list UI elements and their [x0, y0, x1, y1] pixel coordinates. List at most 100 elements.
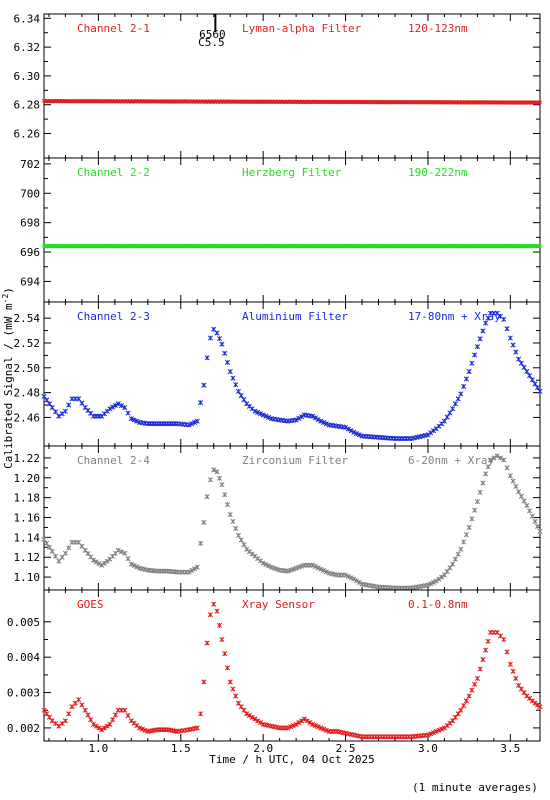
data-point [271, 565, 277, 571]
data-point [348, 428, 354, 434]
data-point [477, 666, 483, 672]
data-point [463, 698, 469, 704]
data-point [252, 408, 258, 414]
band-label: 6-20nm + Xray [408, 454, 494, 467]
ytick-label: 698 [20, 217, 40, 230]
data-point [66, 711, 72, 717]
data-point [296, 720, 302, 726]
data-point [44, 540, 50, 546]
data-point [323, 569, 329, 575]
data-point [425, 732, 431, 738]
averaging-note: (1 minute averages) [412, 781, 538, 794]
data-point [315, 565, 321, 571]
data-point [483, 471, 489, 477]
xtick-label: 3.5 [500, 742, 520, 755]
data-point [99, 562, 105, 568]
data-point [524, 368, 530, 375]
data-point [323, 421, 329, 427]
data-point [537, 704, 543, 710]
data-point [504, 465, 510, 471]
data-point [321, 567, 327, 574]
data-point [137, 725, 143, 731]
data-point [488, 457, 494, 463]
series-4 [41, 601, 543, 740]
data-point [507, 473, 513, 479]
data-point [227, 368, 233, 375]
data-point [534, 385, 541, 391]
data-point [452, 556, 458, 562]
data-point [59, 411, 65, 417]
data-point [351, 429, 357, 435]
data-point [194, 418, 200, 424]
data-point [507, 335, 513, 341]
data-point [207, 477, 213, 483]
data-point [507, 661, 513, 667]
channel-label: Channel 2-1 [77, 22, 150, 35]
data-point [44, 397, 50, 403]
data-point [216, 475, 223, 481]
data-point [304, 718, 310, 724]
data-point [219, 341, 225, 347]
ytick-label: 702 [20, 158, 40, 171]
data-point [356, 432, 362, 438]
data-point [227, 511, 233, 518]
data-point [219, 636, 225, 643]
data-point [260, 412, 266, 418]
xtick-label: 3.0 [418, 742, 438, 755]
data-point [207, 612, 213, 618]
ytick-label: 6.26 [14, 128, 41, 141]
data-point [246, 712, 252, 719]
data-point [52, 409, 59, 415]
filter-label: Herzberg Filter [242, 166, 342, 179]
filter-label: Lyman-alpha Filter [242, 22, 362, 35]
data-point [450, 561, 456, 567]
data-point [285, 568, 291, 574]
data-point [436, 576, 442, 582]
data-point [214, 608, 220, 614]
data-point [96, 560, 102, 567]
data-point [463, 532, 469, 538]
data-point [351, 576, 357, 582]
data-point [466, 693, 472, 699]
data-point [436, 727, 442, 733]
data-point [299, 414, 305, 420]
ytick-label: 0.004 [7, 651, 40, 664]
data-point [529, 377, 535, 383]
filter-label: Aluminium Filter [242, 310, 348, 323]
ytick-label: 1.22 [14, 452, 41, 465]
data-point [110, 717, 116, 723]
ytick-label: 1.18 [14, 492, 41, 505]
data-point [527, 373, 533, 379]
data-point [521, 689, 527, 696]
ytick-label: 0.003 [7, 687, 40, 700]
data-point [44, 711, 50, 717]
data-point [99, 727, 105, 733]
channel-label: Channel 2-3 [77, 310, 150, 323]
data-point [266, 414, 272, 421]
data-point [472, 507, 478, 513]
data-point [216, 622, 223, 628]
data-point [93, 723, 99, 729]
data-point [513, 483, 519, 489]
data-point [241, 542, 247, 548]
data-point [441, 572, 447, 578]
ytick-label: 2.50 [14, 362, 41, 375]
data-point [204, 640, 210, 646]
data-point [323, 727, 329, 733]
data-point [441, 418, 447, 424]
data-point [41, 536, 47, 542]
data-point [318, 725, 324, 731]
series-2 [41, 310, 543, 442]
data-point [110, 404, 116, 410]
data-point [433, 728, 439, 735]
data-point [288, 724, 294, 730]
data-point [494, 453, 500, 459]
data-point [310, 413, 316, 419]
data-point [538, 244, 542, 249]
data-point [101, 725, 107, 731]
data-point [49, 548, 55, 554]
data-point [428, 731, 434, 737]
data-point [66, 545, 72, 551]
data-point [186, 422, 192, 428]
data-point [310, 721, 316, 727]
